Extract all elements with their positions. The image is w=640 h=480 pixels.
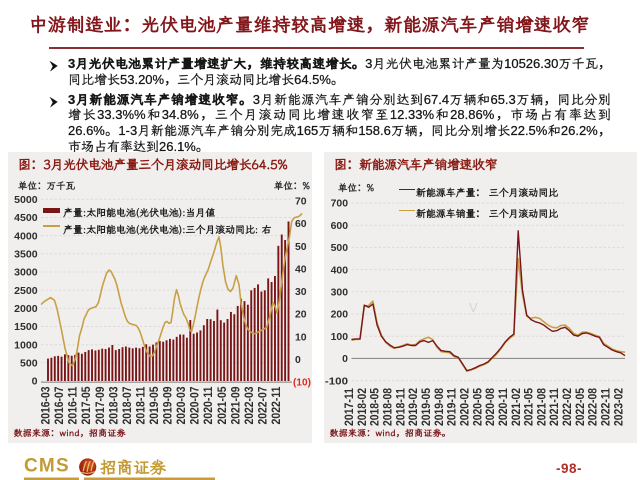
svg-text:2023-02: 2023-02	[613, 388, 625, 426]
svg-text:V: V	[469, 300, 478, 315]
svg-text:300: 300	[331, 288, 349, 299]
svg-text:2019-02: 2019-02	[408, 388, 420, 426]
svg-text:500: 500	[331, 243, 349, 254]
svg-text:2018-11: 2018-11	[136, 386, 148, 425]
svg-text:400: 400	[331, 265, 349, 276]
svg-text:2018-02: 2018-02	[357, 388, 369, 426]
svg-text:2019-05: 2019-05	[421, 387, 433, 426]
svg-text:招商证券: 招商证券	[100, 456, 167, 478]
svg-text:2019-05: 2019-05	[149, 386, 161, 425]
svg-text:-100: -100	[325, 376, 349, 387]
svg-text:2022-05: 2022-05	[575, 387, 587, 426]
svg-text:2019-09: 2019-09	[163, 387, 175, 425]
svg-text:1000: 1000	[14, 340, 38, 351]
svg-text:30: 30	[295, 287, 307, 298]
svg-text:2018-03: 2018-03	[108, 387, 120, 425]
svg-text:40: 40	[295, 264, 307, 275]
svg-text:2017-09: 2017-09	[95, 387, 107, 425]
svg-text:4000: 4000	[14, 231, 38, 242]
svg-text:5000: 5000	[14, 195, 38, 206]
svg-text:10: 10	[295, 332, 307, 343]
svg-text:2021-11: 2021-11	[549, 387, 561, 426]
svg-text:2020-03: 2020-03	[176, 387, 188, 425]
svg-text:2019-08: 2019-08	[434, 387, 446, 426]
svg-text:3000: 3000	[14, 268, 38, 279]
svg-text:2020-11: 2020-11	[498, 387, 510, 426]
svg-text:200: 200	[331, 310, 349, 321]
svg-text:(10): (10)	[293, 378, 311, 389]
svg-text:2021-05: 2021-05	[217, 386, 229, 425]
svg-text:1500: 1500	[14, 322, 38, 333]
svg-text:2017-05: 2017-05	[81, 386, 93, 425]
svg-text:700: 700	[331, 199, 349, 210]
svg-text:2017-11: 2017-11	[344, 387, 356, 426]
svg-text:2016-07: 2016-07	[54, 387, 66, 425]
svg-text:60: 60	[295, 219, 307, 230]
svg-text:2020-05: 2020-05	[472, 387, 484, 426]
svg-text:CMS: CMS	[24, 456, 70, 477]
svg-text:2022-03: 2022-03	[244, 387, 256, 425]
svg-text:3500: 3500	[14, 250, 38, 261]
svg-text:0: 0	[32, 377, 38, 388]
svg-text:50: 50	[295, 242, 307, 253]
svg-text:2020-02: 2020-02	[460, 388, 472, 426]
svg-text:2022-07: 2022-07	[257, 387, 269, 425]
svg-text:2500: 2500	[14, 286, 38, 297]
svg-text:2018-05: 2018-05	[370, 387, 382, 426]
svg-text:20: 20	[295, 310, 307, 321]
svg-text:2022-02: 2022-02	[562, 388, 574, 426]
svg-text:2018-07: 2018-07	[122, 387, 134, 425]
svg-text:2020-11: 2020-11	[203, 386, 215, 425]
svg-text:4500: 4500	[14, 213, 38, 224]
svg-text:2022-08: 2022-08	[588, 387, 600, 426]
svg-text:2021-05: 2021-05	[524, 387, 536, 426]
svg-text:2021-09: 2021-09	[230, 387, 242, 425]
svg-text:70: 70	[295, 197, 307, 208]
svg-text:2021-08: 2021-08	[536, 387, 548, 426]
svg-text:2021-02: 2021-02	[511, 388, 523, 426]
svg-text:100: 100	[331, 332, 349, 343]
svg-text:2019-11: 2019-11	[447, 387, 459, 426]
svg-text:0: 0	[295, 355, 301, 366]
svg-text:2020-07: 2020-07	[190, 387, 202, 425]
svg-text:2000: 2000	[14, 304, 38, 315]
svg-text:600: 600	[331, 221, 349, 232]
svg-text:2016-11: 2016-11	[68, 386, 80, 425]
svg-text:2022-11: 2022-11	[601, 387, 613, 426]
svg-text:2020-08: 2020-08	[485, 387, 497, 426]
svg-text:2018-08: 2018-08	[383, 387, 395, 426]
svg-text:2018-11: 2018-11	[395, 387, 407, 426]
svg-text:500: 500	[20, 359, 38, 370]
svg-text:2016-03: 2016-03	[41, 387, 53, 425]
svg-text:2022-11: 2022-11	[271, 386, 283, 425]
svg-text:0: 0	[342, 354, 348, 365]
